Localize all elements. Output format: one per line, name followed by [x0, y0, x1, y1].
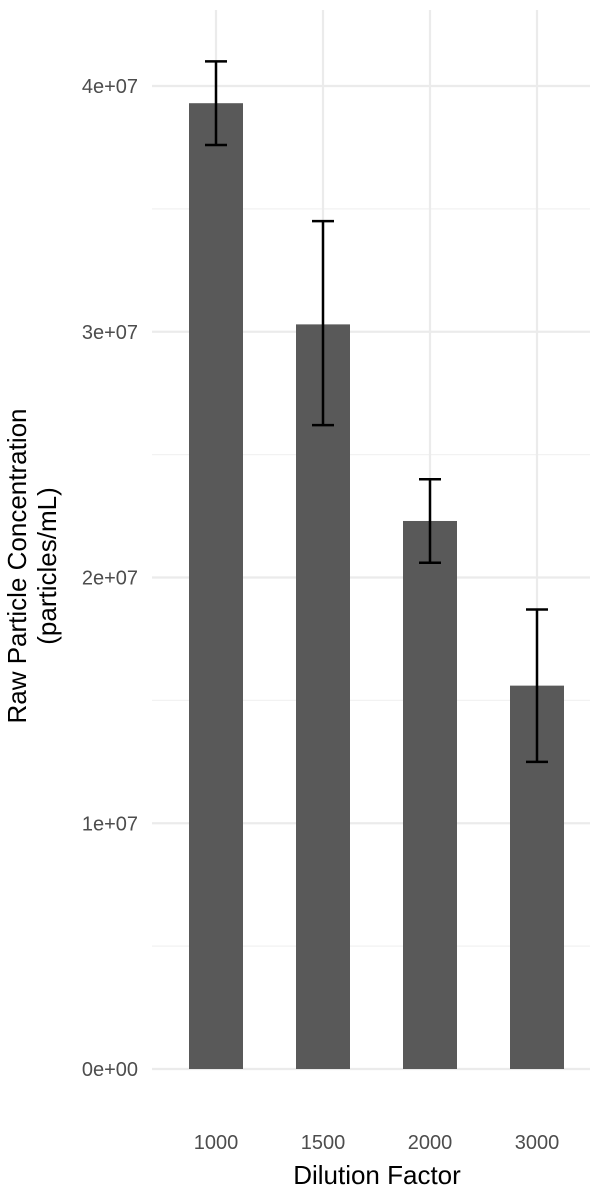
error-bar-1500 [312, 219, 334, 427]
bar-1000 [189, 103, 243, 1069]
x-tick-label: 2000 [408, 1132, 453, 1154]
bar-2000 [403, 520, 457, 1069]
x-tick-label: 3000 [515, 1132, 560, 1154]
y-tick-label: 4e+07 [82, 76, 138, 98]
error-bar-3000 [526, 608, 548, 764]
y-axis-tick-labels: 0e+00 1e+07 2e+07 3e+07 4e+07 [82, 76, 138, 1081]
y-tick-label: 3e+07 [82, 322, 138, 344]
x-tick-label: 1000 [194, 1132, 239, 1154]
bar-1500 [296, 324, 350, 1069]
y-axis-title-line: (particles/mL) [32, 487, 62, 644]
y-tick-label: 0e+00 [82, 1059, 138, 1081]
bars [189, 103, 564, 1069]
x-axis-title: Dilution Factor [293, 1160, 461, 1190]
y-axis-title: Raw Particle Concentration(particles/mL) [2, 408, 62, 723]
x-tick-label: 1500 [301, 1132, 346, 1154]
error-bar-1000 [205, 60, 227, 147]
error-bar-2000 [419, 477, 441, 565]
error-bars [205, 60, 548, 764]
y-tick-label: 2e+07 [82, 568, 138, 590]
x-axis-tick-labels: 1000 1500 2000 3000 [194, 1132, 560, 1154]
y-tick-label: 1e+07 [82, 813, 138, 835]
y-axis-title-line: Raw Particle Concentration [2, 408, 32, 723]
